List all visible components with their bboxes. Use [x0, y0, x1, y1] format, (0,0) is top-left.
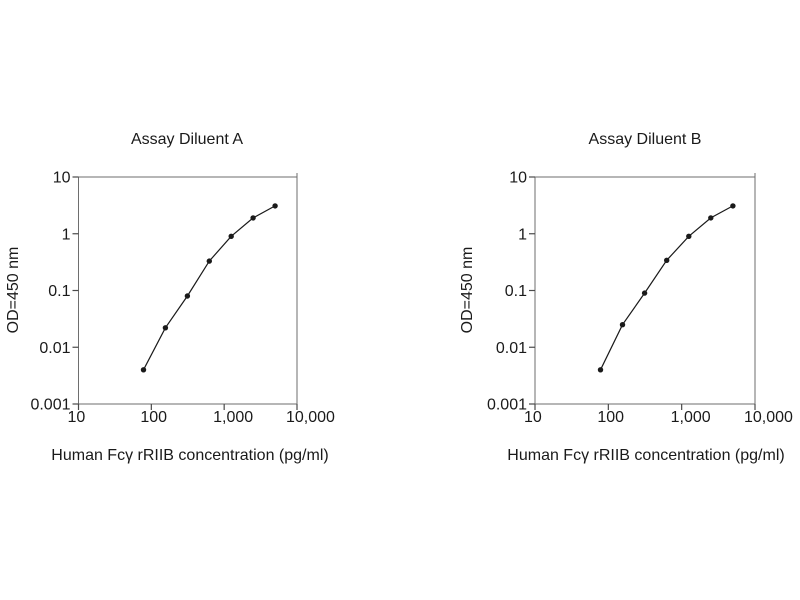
y-tick-label: 0.001: [30, 397, 70, 414]
data-point-marker: [272, 203, 278, 209]
x-tick-label: 1,000: [213, 409, 253, 426]
x-tick-label: 10,000: [286, 409, 335, 426]
y-tick-label: 1: [62, 226, 71, 243]
y-tick-label: 10: [509, 170, 527, 187]
y-axis-label-a: OD=450 nm: [5, 246, 22, 334]
x-tick-label: 10: [68, 409, 86, 426]
y-tick-label: 1: [518, 226, 527, 243]
y-tick-label: 0.001: [487, 397, 527, 414]
y-tick-label: 0.1: [505, 283, 527, 300]
x-tick-label: 100: [140, 409, 167, 426]
chart-title-assay-diluent-b: Assay Diluent B: [588, 131, 702, 148]
x-axis-label-a: Human Fcγ rRIIB concentration (pg/ml): [51, 447, 329, 464]
data-point-marker: [140, 367, 147, 373]
standard-curve-line: [142, 205, 276, 371]
data-point-marker: [664, 257, 670, 263]
data-point-marker: [686, 233, 692, 239]
data-point-marker: [250, 215, 256, 221]
x-tick-label: 10: [524, 409, 542, 426]
data-point-marker: [641, 290, 648, 296]
y-tick-label: 10: [53, 170, 71, 187]
data-point-marker: [619, 322, 626, 328]
x-tick-label: 1,000: [671, 409, 711, 426]
data-point-marker: [597, 367, 604, 373]
chart-title-assay-diluent-a: Assay Diluent A: [130, 131, 244, 148]
y-axis-label-b: OD=450 nm: [459, 246, 476, 334]
plot-frame: [78, 176, 298, 405]
data-point-marker: [184, 293, 191, 299]
data-point-marker: [206, 258, 212, 264]
data-point-marker: [162, 325, 169, 331]
y-tick-label: 0.1: [48, 283, 70, 300]
x-tick-label: 100: [597, 409, 624, 426]
x-axis-label-b: Human Fcγ rRIIB concentration (pg/ml): [507, 447, 785, 464]
data-point-marker: [708, 215, 714, 221]
standard-curve-line: [599, 205, 734, 371]
x-tick-label: 10,000: [744, 409, 793, 426]
y-tick-label: 0.01: [39, 340, 70, 357]
data-point-marker: [730, 203, 736, 209]
y-tick-label: 0.01: [496, 340, 527, 357]
data-point-marker: [228, 233, 234, 239]
